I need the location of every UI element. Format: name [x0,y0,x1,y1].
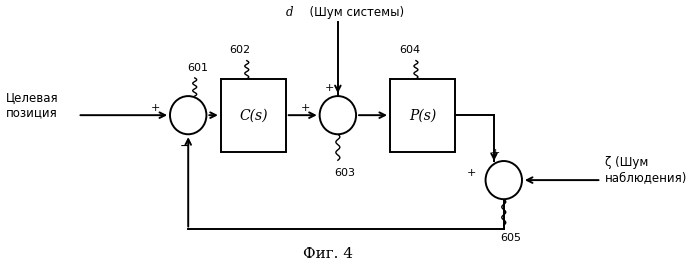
Text: +: + [466,168,476,177]
Bar [221,79,285,152]
Ellipse shape [486,161,522,199]
Text: 601: 601 [188,63,209,73]
Text: (Шум системы): (Шум системы) [302,6,404,19]
Text: Фиг. 4: Фиг. 4 [303,247,353,261]
Text: P(s): P(s) [409,108,436,122]
Text: 605: 605 [500,233,521,243]
Bar [390,79,455,152]
Text: +: + [325,84,334,93]
Ellipse shape [320,96,356,134]
Text: +: + [151,103,161,113]
Text: +: + [301,103,310,113]
Text: Целевая
позиция: Целевая позиция [6,91,59,119]
Text: 602: 602 [230,45,251,55]
Text: 603: 603 [334,168,355,178]
Text: d: d [285,6,293,19]
Ellipse shape [170,96,207,134]
Text: +: + [491,148,500,159]
Text: 604: 604 [399,45,420,55]
Text: ζ (Шум
наблюдения): ζ (Шум наблюдения) [604,156,687,184]
Text: C(s): C(s) [239,108,267,122]
Text: −: − [179,139,191,152]
